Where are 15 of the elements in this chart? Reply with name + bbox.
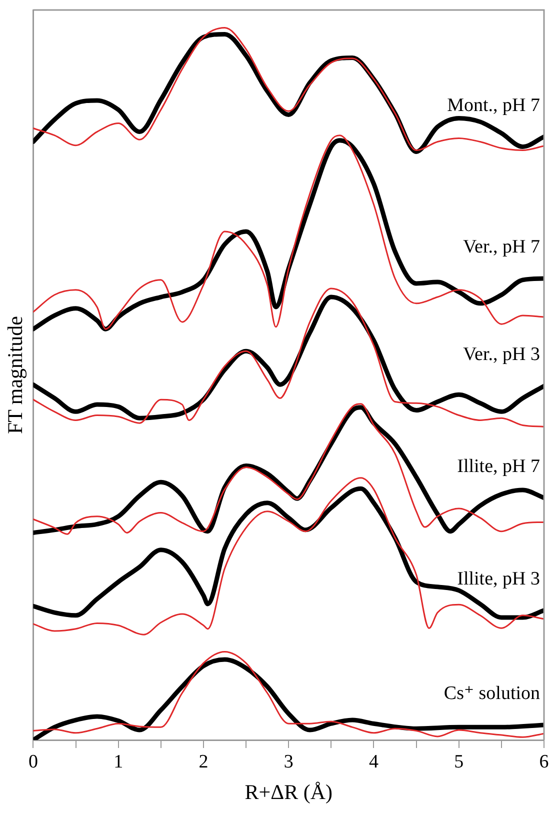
x-tick-label: 6 [539,751,549,772]
series-label: Cs⁺ solution [444,683,540,704]
x-axis-title: R+ΔR (Å) [244,780,332,804]
y-axis-title: FT magnitude [3,316,28,434]
x-tick-label: 1 [114,751,124,772]
series-label: Ver., pH 3 [462,344,540,366]
x-tick-label: 4 [368,751,379,772]
x-tick-label: 5 [454,751,464,772]
series-label: Ver., pH 7 [462,236,540,258]
series-label: Illite, pH 3 [457,568,540,590]
x-tick-label: 0 [28,751,38,772]
series-label: Illite, pH 7 [457,456,540,477]
x-tick-label: 3 [284,751,294,772]
x-tick-label: 2 [198,751,208,772]
series-label: Mont., pH 7 [447,94,540,116]
